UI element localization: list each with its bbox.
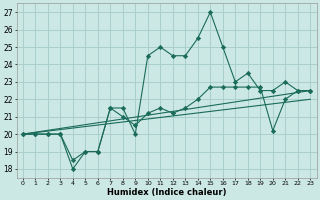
X-axis label: Humidex (Indice chaleur): Humidex (Indice chaleur)	[107, 188, 226, 197]
